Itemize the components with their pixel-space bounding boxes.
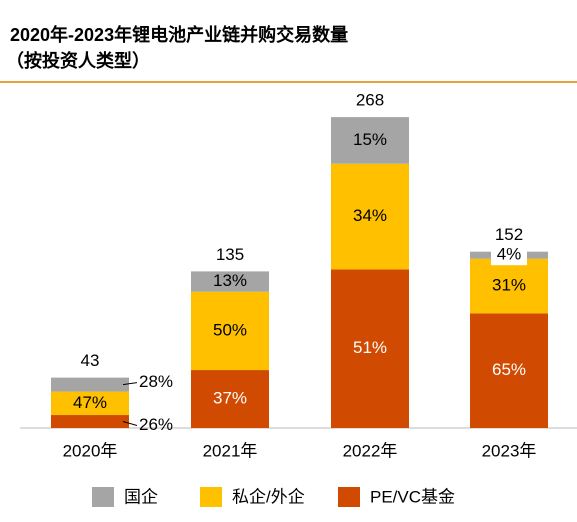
bar-segment <box>51 377 129 392</box>
total-label: 135 <box>216 245 244 264</box>
value-label: 4% <box>497 245 522 264</box>
value-label: 51% <box>353 338 387 357</box>
bar-segment <box>191 291 269 371</box>
value-label: 50% <box>213 320 247 339</box>
legend-swatch <box>200 487 222 507</box>
legend-label: 国企 <box>124 487 158 506</box>
legend-label: PE/VC基金 <box>370 487 455 506</box>
value-label: 26% <box>139 415 173 434</box>
label-box <box>491 245 527 266</box>
bar-segment <box>191 370 269 428</box>
chart-title: 2020年-2023年锂电池产业链并购交易数量 <box>10 24 348 45</box>
bar-segment <box>470 313 548 428</box>
x-tick-label: 2020年 <box>63 441 118 460</box>
bar-segment <box>331 117 409 164</box>
value-label: 28% <box>139 372 173 391</box>
total-label: 152 <box>495 225 523 244</box>
x-tick-label: 2022年 <box>343 441 398 460</box>
total-label: 43 <box>81 351 100 370</box>
bar-segment <box>51 415 129 428</box>
value-label: 37% <box>213 389 247 408</box>
bar-segment <box>191 271 269 292</box>
value-label: 34% <box>353 206 387 225</box>
bar-segment <box>331 269 409 428</box>
leader-line <box>122 382 138 386</box>
value-label: 47% <box>73 393 107 412</box>
legend-swatch <box>338 487 360 507</box>
chart-subtitle: （按投资人类型） <box>6 50 150 71</box>
bar-segment <box>470 258 548 314</box>
total-label: 268 <box>356 91 384 110</box>
bar-segment <box>331 163 409 270</box>
legend-label: 私企/外企 <box>232 487 305 506</box>
legend-swatch <box>92 487 114 507</box>
leader-line <box>122 421 138 426</box>
value-label: 15% <box>353 130 387 149</box>
value-label: 65% <box>492 360 526 379</box>
value-label: 31% <box>492 276 526 295</box>
value-label: 13% <box>213 271 247 290</box>
bar-segment <box>51 391 129 416</box>
x-tick-label: 2023年 <box>482 441 537 460</box>
x-tick-label: 2021年 <box>203 441 258 460</box>
